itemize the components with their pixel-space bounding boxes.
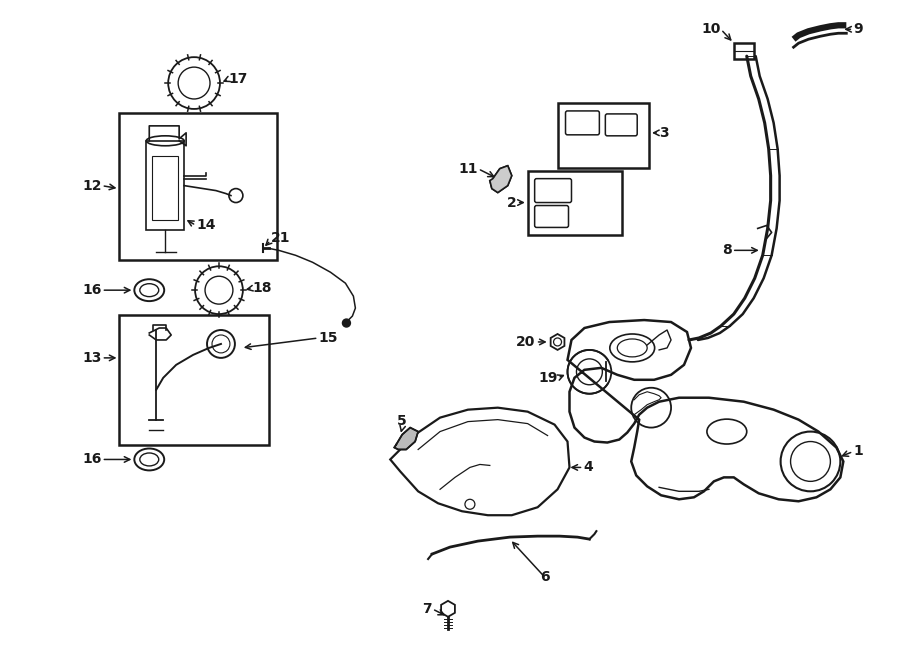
Text: 4: 4 xyxy=(583,461,593,475)
Text: 14: 14 xyxy=(196,218,216,233)
Text: 21: 21 xyxy=(271,231,291,245)
Bar xyxy=(557,103,649,168)
Text: 19: 19 xyxy=(538,371,557,385)
Text: 20: 20 xyxy=(517,335,535,349)
Text: 11: 11 xyxy=(458,162,478,176)
Text: 15: 15 xyxy=(319,331,338,345)
Text: 17: 17 xyxy=(229,72,248,86)
Text: 13: 13 xyxy=(82,351,102,365)
Circle shape xyxy=(343,319,350,327)
Text: 16: 16 xyxy=(82,453,102,467)
Text: 8: 8 xyxy=(722,243,732,257)
Text: 5: 5 xyxy=(397,414,407,428)
Bar xyxy=(120,113,276,260)
Text: 3: 3 xyxy=(659,126,669,140)
Polygon shape xyxy=(394,428,418,449)
Text: 10: 10 xyxy=(701,22,721,36)
Text: 18: 18 xyxy=(253,281,273,295)
Text: 7: 7 xyxy=(422,602,432,616)
Text: 16: 16 xyxy=(82,283,102,297)
Bar xyxy=(734,43,753,59)
Polygon shape xyxy=(490,166,512,192)
Text: 1: 1 xyxy=(853,444,863,459)
Text: 9: 9 xyxy=(853,22,863,36)
Text: 2: 2 xyxy=(507,196,517,210)
Bar xyxy=(120,315,269,444)
Text: 12: 12 xyxy=(82,178,102,192)
Text: 6: 6 xyxy=(540,570,549,584)
Bar xyxy=(152,156,178,221)
Bar xyxy=(147,141,184,231)
Bar xyxy=(527,171,622,235)
